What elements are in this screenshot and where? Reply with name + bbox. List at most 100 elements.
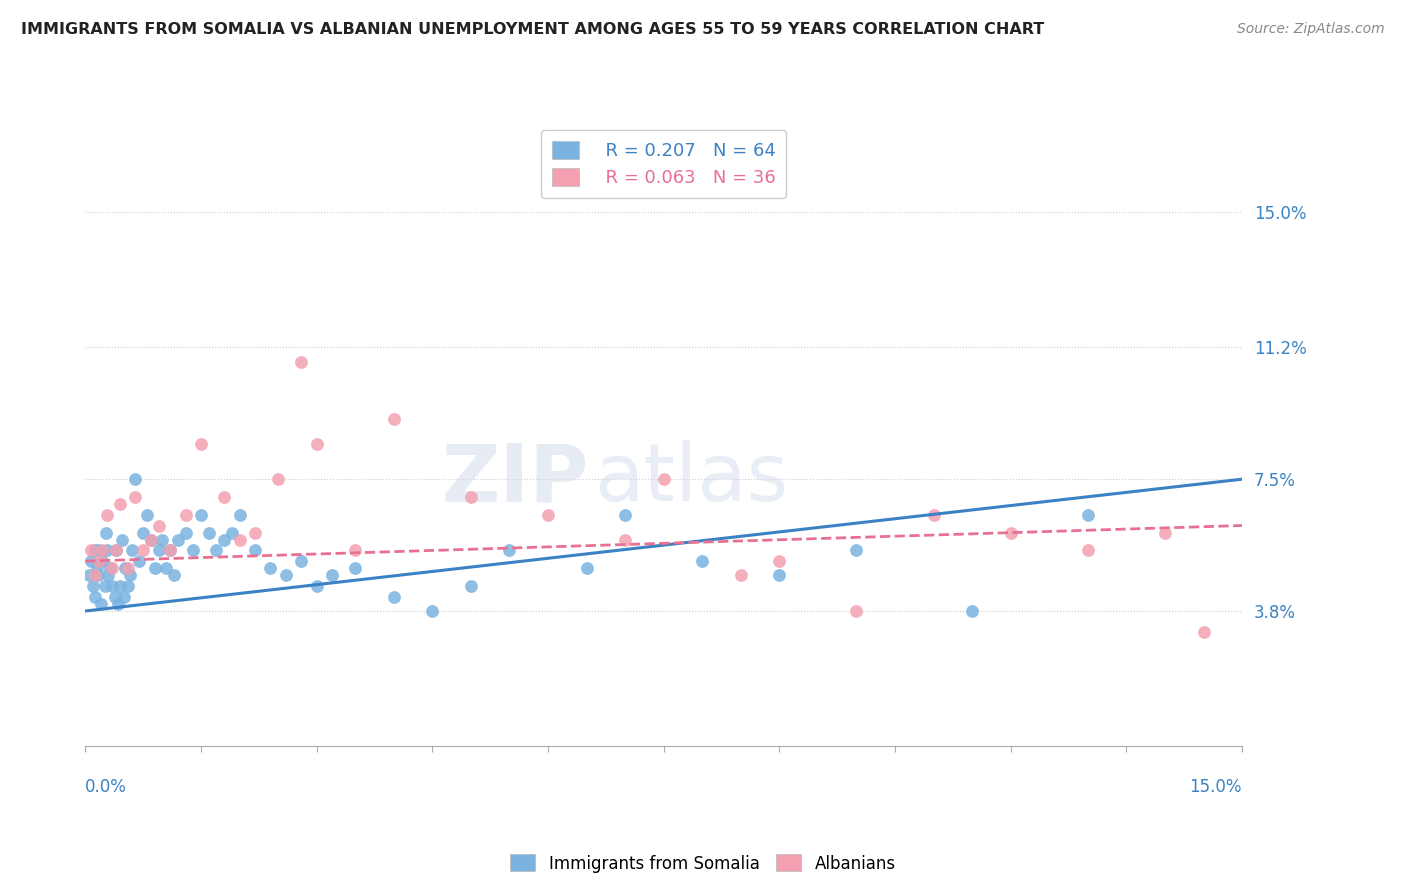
- Point: [652, 472, 675, 486]
- Point: [152, 533, 174, 547]
- Point: [321, 568, 343, 582]
- Point: [124, 490, 146, 504]
- Point: [197, 525, 219, 540]
- Point: [91, 554, 114, 568]
- Text: atlas: atlas: [595, 440, 789, 518]
- Point: [382, 411, 405, 425]
- Point: [190, 436, 212, 450]
- Point: [1077, 543, 1099, 558]
- Point: [344, 543, 367, 558]
- Point: [83, 568, 105, 582]
- Point: [768, 554, 790, 568]
- Point: [93, 579, 115, 593]
- Point: [259, 561, 281, 575]
- Point: [91, 543, 114, 558]
- Point: [1192, 625, 1215, 640]
- Point: [121, 543, 143, 558]
- Point: [382, 590, 405, 604]
- Point: [537, 508, 560, 522]
- Point: [212, 490, 235, 504]
- Point: [614, 508, 637, 522]
- Point: [105, 543, 128, 558]
- Point: [190, 508, 212, 522]
- Point: [166, 533, 188, 547]
- Point: [228, 533, 250, 547]
- Point: [128, 554, 150, 568]
- Text: 0.0%: 0.0%: [86, 779, 127, 797]
- Point: [730, 568, 752, 582]
- Point: [243, 525, 266, 540]
- Point: [498, 543, 520, 558]
- Point: [174, 508, 197, 522]
- Point: [114, 561, 136, 575]
- Point: [922, 508, 945, 522]
- Point: [181, 543, 204, 558]
- Point: [267, 472, 290, 486]
- Point: [1077, 508, 1099, 522]
- Point: [212, 533, 235, 547]
- Point: [575, 561, 598, 575]
- Point: [97, 568, 120, 582]
- Point: [344, 561, 367, 575]
- Point: [290, 354, 312, 368]
- Point: [139, 533, 162, 547]
- Point: [132, 525, 155, 540]
- Point: [460, 490, 482, 504]
- Point: [112, 590, 135, 604]
- Point: [108, 579, 131, 593]
- Point: [690, 554, 713, 568]
- Point: [614, 533, 637, 547]
- Point: [460, 579, 482, 593]
- Point: [132, 543, 155, 558]
- Point: [845, 604, 868, 618]
- Point: [98, 561, 121, 575]
- Point: [139, 533, 162, 547]
- Point: [111, 533, 134, 547]
- Point: [83, 543, 105, 558]
- Text: ZIP: ZIP: [441, 440, 589, 518]
- Point: [274, 568, 297, 582]
- Point: [205, 543, 228, 558]
- Legend:   R = 0.207   N = 64,   R = 0.063   N = 36: R = 0.207 N = 64, R = 0.063 N = 36: [541, 130, 786, 198]
- Point: [107, 597, 129, 611]
- Point: [228, 508, 250, 522]
- Point: [80, 543, 103, 558]
- Point: [87, 568, 110, 582]
- Point: [845, 543, 868, 558]
- Point: [163, 568, 186, 582]
- Point: [105, 543, 128, 558]
- Point: [420, 604, 443, 618]
- Point: [305, 436, 328, 450]
- Point: [89, 543, 111, 558]
- Point: [148, 518, 170, 533]
- Point: [159, 543, 181, 558]
- Point: [96, 508, 118, 522]
- Point: [290, 554, 312, 568]
- Point: [243, 543, 266, 558]
- Point: [84, 590, 107, 604]
- Point: [768, 568, 790, 582]
- Text: Source: ZipAtlas.com: Source: ZipAtlas.com: [1237, 22, 1385, 37]
- Point: [108, 497, 131, 511]
- Point: [305, 579, 328, 593]
- Point: [1000, 525, 1022, 540]
- Point: [136, 508, 159, 522]
- Point: [104, 590, 127, 604]
- Point: [960, 604, 983, 618]
- Point: [124, 472, 146, 486]
- Point: [1154, 525, 1177, 540]
- Point: [143, 561, 166, 575]
- Point: [77, 568, 100, 582]
- Legend: Immigrants from Somalia, Albanians: Immigrants from Somalia, Albanians: [503, 847, 903, 880]
- Point: [101, 579, 124, 593]
- Text: 15.0%: 15.0%: [1189, 779, 1241, 797]
- Point: [101, 561, 124, 575]
- Point: [221, 525, 243, 540]
- Point: [159, 543, 181, 558]
- Point: [117, 561, 139, 575]
- Point: [82, 579, 104, 593]
- Point: [96, 543, 118, 558]
- Point: [148, 543, 170, 558]
- Point: [80, 554, 103, 568]
- Point: [86, 561, 108, 575]
